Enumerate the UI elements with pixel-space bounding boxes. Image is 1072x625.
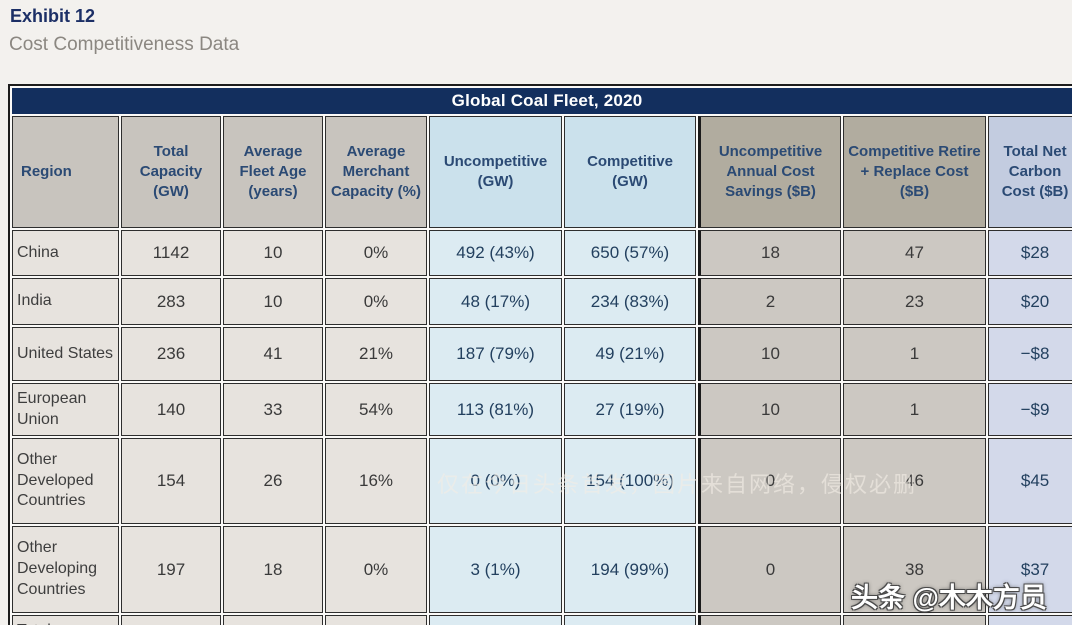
cell-region: India [12,278,119,325]
cell-competitive-gw: 194 (99%) [564,526,696,613]
cell-fleet-age: 26 [223,438,323,524]
cell-fleet-age: 33 [223,383,323,436]
cell-merchant-capacity: 0% [325,230,427,276]
cell-merchant-capacity: 16% [325,438,427,524]
cell-merchant-capacity: 54% [325,383,427,436]
cell-retire-replace-cost: 1 [843,383,986,436]
cell-retire-replace-cost: 23 [843,278,986,325]
cell-competitive-gw [564,615,696,625]
col-header-fleet-age: Average Fleet Age (years) [223,116,323,228]
col-header-total-capacity: Total Capacity (GW) [121,116,221,228]
cell-uncompetitive-savings: 10 [698,327,841,381]
table-row-other-developing: Other Developing Countries 197 18 0% 3 (… [12,526,1072,613]
table-row-united-states: United States 236 41 21% 187 (79%) 49 (2… [12,327,1072,381]
cell-retire-replace-cost: 47 [843,230,986,276]
cell-fleet-age: 10 [223,230,323,276]
cell-total-capacity [121,615,221,625]
cell-net-carbon-cost: $37 [988,526,1072,613]
table-title: Global Coal Fleet, 2020 [12,88,1072,114]
table-row-india: India 283 10 0% 48 (17%) 234 (83%) 2 23 … [12,278,1072,325]
cell-total-capacity: 197 [121,526,221,613]
cell-uncompetitive-gw: 48 (17%) [429,278,562,325]
col-header-uncompetitive-savings: Uncompetitive Annual Cost Savings ($B) [698,116,841,228]
col-header-retire-replace-cost: Competitive Retire + Replace Cost ($B) [843,116,986,228]
cell-uncompetitive-savings: 2 [698,278,841,325]
cell-uncompetitive-savings: 0 [698,526,841,613]
cell-uncompetitive-gw: 0 (0%) [429,438,562,524]
cell-uncompetitive-savings: 0 [698,438,841,524]
header-row: Region Total Capacity (GW) Average Fleet… [12,116,1072,228]
cell-retire-replace-cost [843,615,986,625]
cell-total-capacity: 236 [121,327,221,381]
exhibit-label: Exhibit 12 [10,6,96,26]
cell-uncompetitive-gw: 3 (1%) [429,526,562,613]
cell-uncompetitive-gw: 113 (81%) [429,383,562,436]
cell-net-carbon-cost: −$9 [988,383,1072,436]
col-header-net-carbon-cost: Total Net Carbon Cost ($B) [988,116,1072,228]
cell-total-capacity: 1142 [121,230,221,276]
cell-region: European Union [12,383,119,436]
table-row-china: China 1142 10 0% 492 (43%) 650 (57%) 18 … [12,230,1072,276]
col-header-competitive-gw: Competitive (GW) [564,116,696,228]
cell-uncompetitive-gw: 187 (79%) [429,327,562,381]
cell-merchant-capacity: 0% [325,526,427,613]
cell-region: Other Developed Countries [12,438,119,524]
cell-fleet-age [223,615,323,625]
cell-net-carbon-cost: $45 [988,438,1072,524]
cell-region: United States [12,327,119,381]
cell-uncompetitive-savings: 10 [698,383,841,436]
cell-retire-replace-cost: 1 [843,327,986,381]
cell-competitive-gw: 27 (19%) [564,383,696,436]
cell-total-capacity: 154 [121,438,221,524]
cell-competitive-gw: 49 (21%) [564,327,696,381]
cell-net-carbon-cost: $28 [988,230,1072,276]
cell-fleet-age: 41 [223,327,323,381]
cell-total-capacity: 140 [121,383,221,436]
cell-uncompetitive-savings: 18 [698,230,841,276]
table-title-band: Global Coal Fleet, 2020 [12,88,1072,114]
cell-retire-replace-cost: 38 [843,526,986,613]
table-row-total-partial: Total or [12,615,1072,625]
cell-merchant-capacity [325,615,427,625]
cell-region: China [12,230,119,276]
cell-total-capacity: 283 [121,278,221,325]
cell-net-carbon-cost: $20 [988,278,1072,325]
cell-net-carbon-cost [988,615,1072,625]
cell-uncompetitive-savings [698,615,841,625]
cell-fleet-age: 10 [223,278,323,325]
cell-competitive-gw: 650 (57%) [564,230,696,276]
cell-merchant-capacity: 21% [325,327,427,381]
cell-fleet-age: 18 [223,526,323,613]
cell-retire-replace-cost: 46 [843,438,986,524]
table-row-european-union: European Union 140 33 54% 113 (81%) 27 (… [12,383,1072,436]
coal-fleet-table: Global Coal Fleet, 2020 Region Total Cap… [8,84,1072,625]
col-header-uncompetitive-gw: Uncompetitive (GW) [429,116,562,228]
col-header-merchant-capacity: Average Merchant Capacity (%) [325,116,427,228]
cell-competitive-gw: 234 (83%) [564,278,696,325]
page-subtitle: Cost Competitiveness Data [9,34,240,55]
table-row-other-developed: Other Developed Countries 154 26 16% 0 (… [12,438,1072,524]
col-header-region: Region [12,116,119,228]
cell-region: Other Developing Countries [12,526,119,613]
cell-net-carbon-cost: −$8 [988,327,1072,381]
cell-merchant-capacity: 0% [325,278,427,325]
cell-uncompetitive-gw [429,615,562,625]
cell-uncompetitive-gw: 492 (43%) [429,230,562,276]
cell-region: Total or [12,615,119,625]
cell-competitive-gw: 154 (100%) [564,438,696,524]
